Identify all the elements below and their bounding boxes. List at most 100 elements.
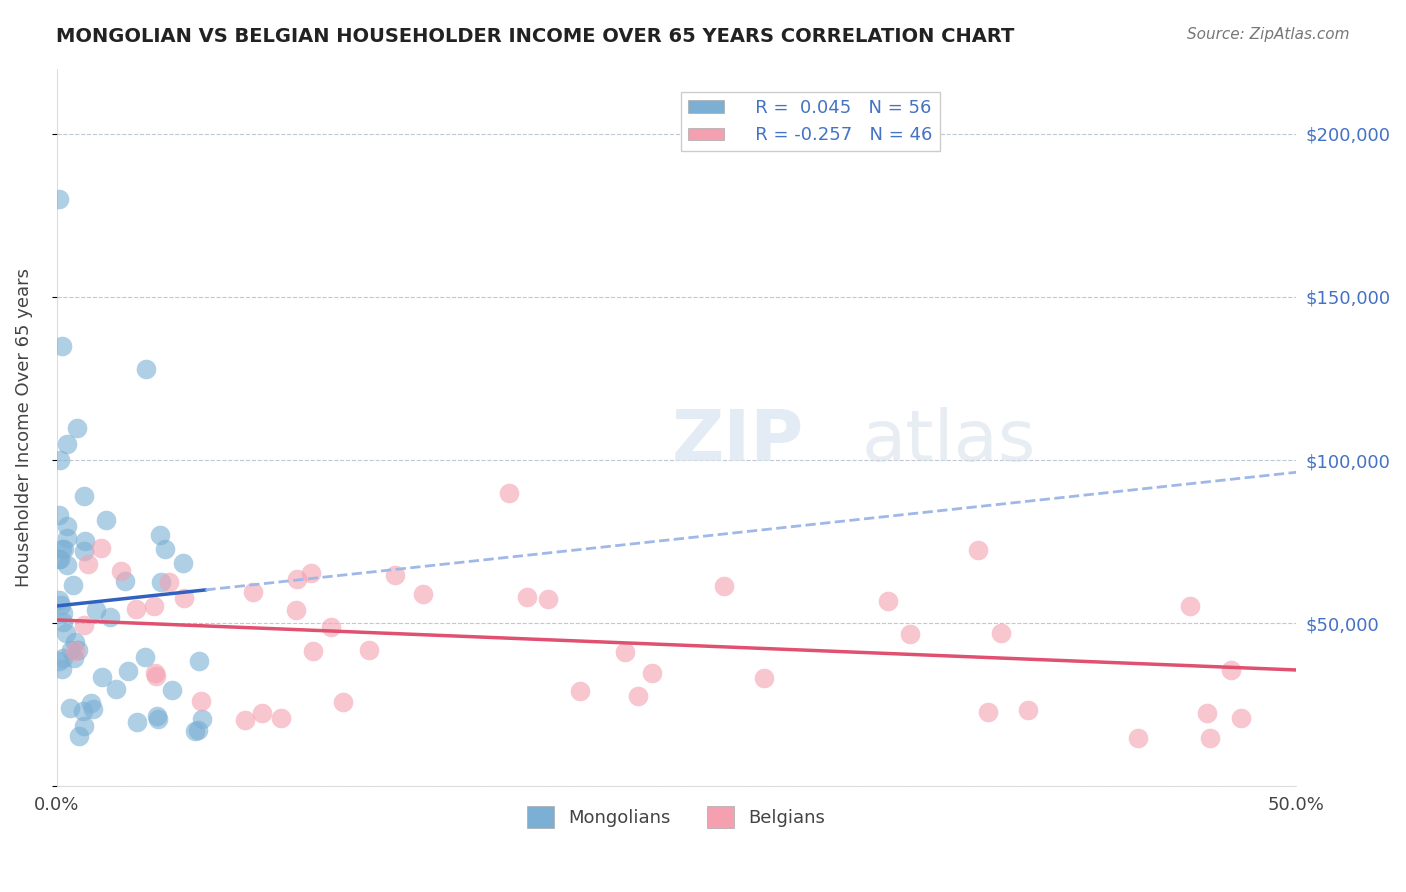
- Mongolians: [49, 598, 72, 612]
- Mongolians: [48, 654, 70, 668]
- Mongolians: [149, 574, 172, 589]
- Mongolians: [66, 420, 89, 434]
- Mongolians: [51, 339, 73, 353]
- Mongolians: [62, 578, 84, 592]
- Belgians: [412, 587, 434, 601]
- Belgians: [270, 711, 292, 725]
- Mongolians: [172, 556, 194, 570]
- Belgians: [966, 543, 988, 558]
- Mongolians: [84, 602, 107, 616]
- Belgians: [145, 668, 167, 682]
- Belgians: [752, 671, 775, 685]
- Belgians: [614, 645, 637, 659]
- Belgians: [1178, 599, 1201, 614]
- Belgians: [299, 566, 322, 580]
- Mongolians: [98, 609, 121, 624]
- Text: MONGOLIAN VS BELGIAN HOUSEHOLDER INCOME OVER 65 YEARS CORRELATION CHART: MONGOLIAN VS BELGIAN HOUSEHOLDER INCOME …: [56, 27, 1015, 45]
- Mongolians: [55, 626, 77, 640]
- Belgians: [157, 575, 180, 590]
- Belgians: [285, 602, 308, 616]
- Belgians: [173, 591, 195, 606]
- Y-axis label: Householder Income Over 65 years: Householder Income Over 65 years: [15, 268, 32, 587]
- Belgians: [63, 644, 86, 658]
- Belgians: [1198, 731, 1220, 745]
- Mongolians: [191, 712, 214, 726]
- Mongolians: [117, 664, 139, 678]
- Mongolians: [80, 696, 103, 710]
- Belgians: [125, 601, 148, 615]
- Mongolians: [52, 651, 75, 665]
- Mongolians: [59, 642, 82, 657]
- Text: ZIP: ZIP: [672, 408, 804, 476]
- Mongolians: [48, 593, 70, 607]
- Belgians: [1126, 731, 1149, 745]
- Mongolians: [188, 654, 211, 668]
- Mongolians: [114, 574, 136, 589]
- Belgians: [898, 627, 921, 641]
- Mongolians: [59, 701, 82, 715]
- Belgians: [285, 572, 308, 586]
- Mongolians: [49, 552, 72, 566]
- Belgians: [319, 620, 342, 634]
- Belgians: [76, 557, 98, 571]
- Belgians: [384, 568, 406, 582]
- Mongolians: [51, 662, 73, 676]
- Belgians: [713, 578, 735, 592]
- Mongolians: [184, 724, 207, 739]
- Mongolians: [67, 643, 90, 657]
- Belgians: [73, 618, 96, 632]
- Belgians: [332, 695, 354, 709]
- Text: atlas: atlas: [862, 408, 1036, 476]
- Mongolians: [48, 508, 70, 523]
- Mongolians: [146, 709, 169, 723]
- Mongolians: [73, 489, 96, 503]
- Belgians: [301, 643, 323, 657]
- Mongolians: [63, 635, 86, 649]
- Belgians: [977, 706, 1000, 720]
- Belgians: [516, 590, 538, 604]
- Belgians: [90, 541, 112, 556]
- Mongolians: [63, 651, 86, 665]
- Mongolians: [146, 713, 169, 727]
- Mongolians: [67, 729, 90, 743]
- Mongolians: [48, 453, 70, 467]
- Belgians: [537, 592, 560, 607]
- Belgians: [143, 665, 166, 680]
- Belgians: [1017, 703, 1039, 717]
- Belgians: [498, 485, 520, 500]
- Mongolians: [135, 361, 157, 376]
- Mongolians: [48, 552, 70, 566]
- Belgians: [1230, 711, 1253, 725]
- Belgians: [568, 683, 591, 698]
- Belgians: [1219, 663, 1241, 677]
- Mongolians: [48, 192, 70, 206]
- Mongolians: [56, 437, 79, 451]
- Mongolians: [160, 682, 183, 697]
- Mongolians: [72, 704, 94, 718]
- Belgians: [877, 594, 900, 608]
- Belgians: [242, 585, 264, 599]
- Belgians: [143, 599, 166, 614]
- Legend: Mongolians, Belgians: Mongolians, Belgians: [520, 798, 832, 835]
- Mongolians: [82, 702, 104, 716]
- Mongolians: [56, 519, 79, 533]
- Belgians: [990, 626, 1012, 640]
- Mongolians: [187, 723, 209, 737]
- Belgians: [641, 665, 664, 680]
- Mongolians: [91, 669, 114, 683]
- Belgians: [627, 689, 650, 703]
- Mongolians: [149, 527, 172, 541]
- Mongolians: [56, 558, 79, 572]
- Text: Source: ZipAtlas.com: Source: ZipAtlas.com: [1187, 27, 1350, 42]
- Belgians: [110, 564, 132, 578]
- Belgians: [190, 694, 212, 708]
- Belgians: [359, 642, 381, 657]
- Mongolians: [52, 606, 75, 620]
- Mongolians: [52, 541, 75, 556]
- Mongolians: [51, 541, 73, 556]
- Mongolians: [73, 534, 96, 549]
- Belgians: [233, 713, 256, 727]
- Mongolians: [134, 649, 156, 664]
- Mongolians: [56, 531, 79, 545]
- Mongolians: [73, 719, 96, 733]
